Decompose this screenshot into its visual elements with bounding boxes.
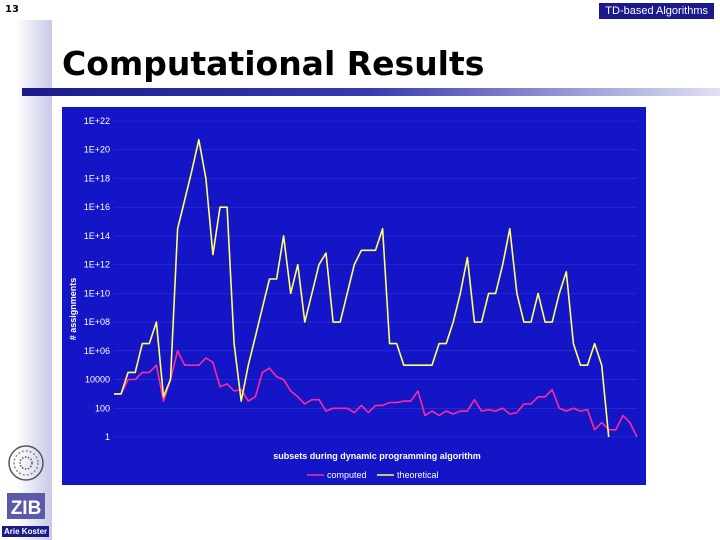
series-line-computed <box>114 350 638 438</box>
y-tick-label: 1E+08 <box>84 317 110 327</box>
y-tick-label: 1E+06 <box>84 346 110 356</box>
y-axis-label: # assignments <box>68 278 78 341</box>
title-rule <box>22 88 720 96</box>
x-axis-label: subsets during dynamic programming algor… <box>273 451 481 461</box>
slide-number: 13 <box>5 4 19 15</box>
y-tick-label: 1E+22 <box>84 116 110 126</box>
y-tick-label: 1E+18 <box>84 173 110 183</box>
series-line-theoretical <box>114 138 610 438</box>
legend-computed-label: computed <box>327 470 367 480</box>
y-tick-label: 1 <box>105 432 110 442</box>
page-title: Computational Results <box>62 44 485 83</box>
author-label: Arie Koster <box>2 526 50 537</box>
y-tick-label: 1E+10 <box>84 288 110 298</box>
svg-text:ZIB: ZIB <box>11 498 42 519</box>
y-tick-label: 1E+12 <box>84 260 110 270</box>
zib-logo: ZIB <box>4 445 48 525</box>
chart-background <box>62 107 646 485</box>
y-tick-label: 100 <box>95 403 110 413</box>
y-tick-label: 10000 <box>85 375 110 385</box>
y-tick-label: 1E+14 <box>84 231 110 241</box>
chart: 1 100 10000 1E+06 1E+08 1E+10 1E+12 1E+14 1E+16 1… <box>62 107 646 485</box>
y-tick-label: 1E+20 <box>84 145 110 155</box>
y-tick-label: 1E+16 <box>84 202 110 212</box>
legend-theoretical-label: theoretical <box>397 470 439 480</box>
left-decor-bar <box>0 20 52 540</box>
chart-svg: 1 100 10000 1E+06 1E+08 1E+10 1E+12 1E+14 1E+16 1… <box>62 107 646 485</box>
legend: computed theoretical <box>307 470 439 480</box>
section-tag: TD-based Algorithms <box>599 3 714 19</box>
